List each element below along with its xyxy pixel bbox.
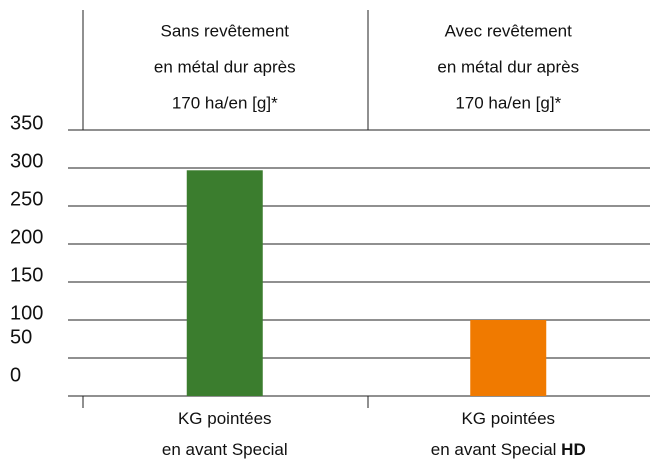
category-label: en avant Special HD [431,440,586,459]
category-label-part: en avant Special [431,440,561,459]
category-label-part: en avant Special [162,440,288,459]
category-label: KG pointées [178,409,272,428]
y-tick-label: 0 [10,364,21,386]
column-header: en métal dur après [437,57,579,76]
category-label: KG pointées [461,409,555,428]
column-header: Sans revêtement [160,21,289,40]
column-header: en métal dur après [154,57,296,76]
y-tick-label: 350 [10,112,43,134]
bar [186,170,263,396]
y-tick-label: 50 [10,326,32,348]
category-label-part: KG pointées [178,409,272,428]
y-tick-label: 300 [10,150,43,172]
y-tick-label: 150 [10,264,43,286]
bar [470,320,547,396]
y-tick-label: 200 [10,226,43,248]
category-label: en avant Special [162,440,288,459]
column-header: 170 ha/en [g]* [172,93,278,112]
category-label-part: HD [561,440,586,459]
column-header: 170 ha/en [g]* [455,93,561,112]
category-label-part: KG pointées [461,409,555,428]
column-header: Avec revêtement [445,21,573,40]
y-tick-label: 100 [10,302,43,324]
y-tick-label: 250 [10,188,43,210]
